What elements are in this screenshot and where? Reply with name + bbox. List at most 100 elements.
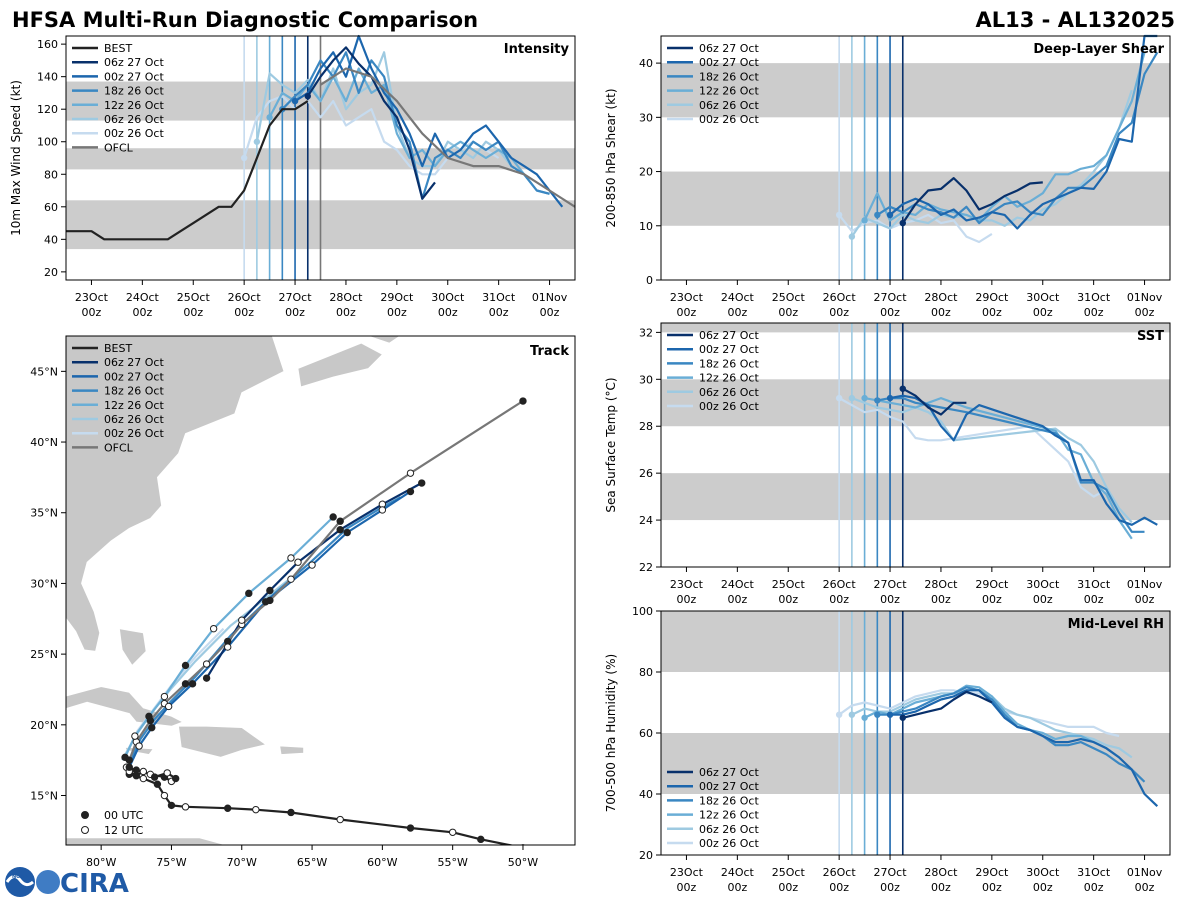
track-marker-00utc	[167, 801, 176, 810]
intensity-series-line	[319, 67, 576, 208]
intensity-legend-label: 06z 26 Oct	[104, 113, 164, 126]
track-marker-12utc	[160, 791, 169, 800]
intensity-xtick-hour: 00z	[234, 306, 254, 319]
sst-xtick-date: 30Oct	[1026, 578, 1060, 591]
sst-ylabel: Sea Surface Temp (°C)	[604, 377, 618, 512]
track-marker-00utc	[150, 773, 159, 781]
rh-ylabel: 700-500 hPa Humidity (%)	[604, 654, 618, 812]
shear-run-start-marker	[874, 211, 881, 219]
intensity-xtick-date: 01Nov	[532, 291, 568, 304]
track-marker-12utc	[252, 805, 260, 814]
rh-run-start-marker	[861, 714, 868, 721]
sst-xtick-hour: 00z	[931, 593, 951, 606]
rh-series-line	[902, 690, 993, 719]
sst-xtick-date: 24Oct	[721, 578, 755, 591]
intensity-ytick-label: 120	[37, 103, 58, 116]
intensity-xtick-hour: 00z	[132, 306, 152, 319]
intensity-run-start-marker	[240, 154, 248, 162]
rh-xtick-hour: 00z	[829, 881, 849, 894]
track-ytick-label: 20°N	[30, 719, 58, 732]
rh-run-start-marker	[874, 711, 881, 718]
shear-legend-label: 06z 27 Oct	[699, 42, 759, 55]
south-america-land	[66, 837, 355, 845]
rh-xtick-hour: 00z	[880, 881, 900, 894]
sst-ytick-label: 28	[639, 420, 653, 433]
sst-legend-label: 00z 26 Oct	[699, 400, 759, 413]
track-legend-label: 12z 26 Oct	[104, 399, 164, 412]
track-legend-label: OFCL	[104, 441, 134, 454]
shear-ytick-label: 0	[646, 274, 653, 287]
track-marker-00utc	[188, 680, 197, 688]
track-xtick-label: 70°W	[227, 856, 257, 869]
rh-legend-label: 06z 27 Oct	[699, 766, 759, 779]
intensity-ytick-label: 20	[44, 266, 58, 279]
track-marker-12utc	[131, 732, 139, 740]
shear-series-line	[901, 177, 1043, 224]
sst-frame	[660, 322, 1171, 568]
sst-xtick-hour: 00z	[1084, 593, 1104, 606]
shear-xtick-hour: 00z	[829, 306, 849, 319]
shear-run-start-marker	[899, 219, 906, 227]
track-marker-00utc	[202, 674, 211, 682]
intensity-series-line	[294, 34, 564, 208]
shear-xtick-hour: 00z	[1084, 306, 1104, 319]
sst-xtick-date: 23Oct	[670, 578, 704, 591]
track-marker-12utc	[287, 554, 295, 562]
long-island-outline	[192, 416, 242, 432]
shear-frame	[660, 35, 1171, 281]
track-marker-12utc	[448, 828, 457, 836]
bahamas-land	[118, 628, 147, 667]
rh-xtick-date: 24Oct	[721, 866, 755, 879]
rh-run-start-marker	[848, 711, 856, 718]
sst-series-line	[851, 397, 1133, 524]
rh-ytick-label: 20	[639, 849, 653, 862]
sst-ytick-label: 24	[639, 514, 653, 527]
rh-legend-label: 00z 27 Oct	[699, 780, 759, 793]
rh-xtick-date: 01Nov	[1127, 866, 1163, 879]
intensity-run-start-marker	[304, 92, 311, 100]
track-marker-00utc	[181, 661, 190, 670]
rh-ytick-label: 100	[632, 605, 653, 618]
track-xtick-label: 80°W	[86, 856, 116, 869]
track-ytick-label: 15°N	[30, 790, 58, 803]
rh-xtick-hour: 00z	[727, 881, 747, 894]
intensity-xtick-date: 26Oct	[228, 291, 262, 304]
track-marker-00utc	[336, 526, 344, 534]
sst-ytick-label: 26	[639, 467, 653, 480]
shear-panel-title: Deep-Layer Shear	[1033, 42, 1164, 57]
track-marker-00utc	[336, 517, 344, 525]
sst-band	[661, 323, 1170, 333]
sst-xtick-hour: 00z	[982, 593, 1002, 606]
shear-xtick-hour: 00z	[778, 306, 798, 319]
intensity-xtick-date: 29Oct	[380, 291, 414, 304]
rh-xtick-date: 26Oct	[823, 866, 857, 879]
nova-scotia-land	[297, 342, 384, 388]
rh-xtick-date: 23Oct	[670, 866, 704, 879]
track-marker-00utc	[287, 808, 295, 817]
shear-legend-label: 06z 26 Oct	[699, 99, 759, 112]
intensity-run-start-marker	[253, 138, 261, 145]
shear-ytick-label: 30	[639, 111, 653, 124]
intensity-run-start-marker	[266, 114, 273, 121]
sst-ytick-label: 30	[639, 373, 653, 386]
intensity-panel-title: Intensity	[504, 42, 570, 57]
intensity-legend-label: 00z 27 Oct	[104, 70, 164, 83]
sst-series-line	[889, 394, 1158, 526]
shear-xtick-date: 01Nov	[1127, 291, 1163, 304]
shear-legend-label: 00z 26 Oct	[699, 113, 759, 126]
track-marker-00utc	[145, 712, 153, 721]
track-marker-00utc	[171, 774, 180, 783]
track-chart: 80°W 75°W 70°W 65°W 60°W 55°W 50°W 15°N 20°N 25°N…	[30, 335, 576, 869]
sst-series-line	[877, 397, 1145, 533]
shear-series-line	[850, 89, 1133, 238]
sst-xtick-date: 01Nov	[1127, 578, 1163, 591]
track-marker-12utc	[209, 624, 218, 633]
shear-legend-label: 00z 27 Oct	[699, 56, 759, 69]
sst-ytick-label: 32	[639, 326, 653, 339]
noaa-logo: NOAA	[5, 867, 35, 897]
intensity-xtick-date: 24Oct	[126, 291, 160, 304]
rh-chart: 23Oct 00z 24Oct 00z 25Oct 00z 26Oct 00z 27Oct 00z…	[604, 605, 1171, 894]
rh-run-start-marker	[899, 714, 906, 721]
shear-legend-label: 18z 26 Oct	[699, 70, 759, 83]
